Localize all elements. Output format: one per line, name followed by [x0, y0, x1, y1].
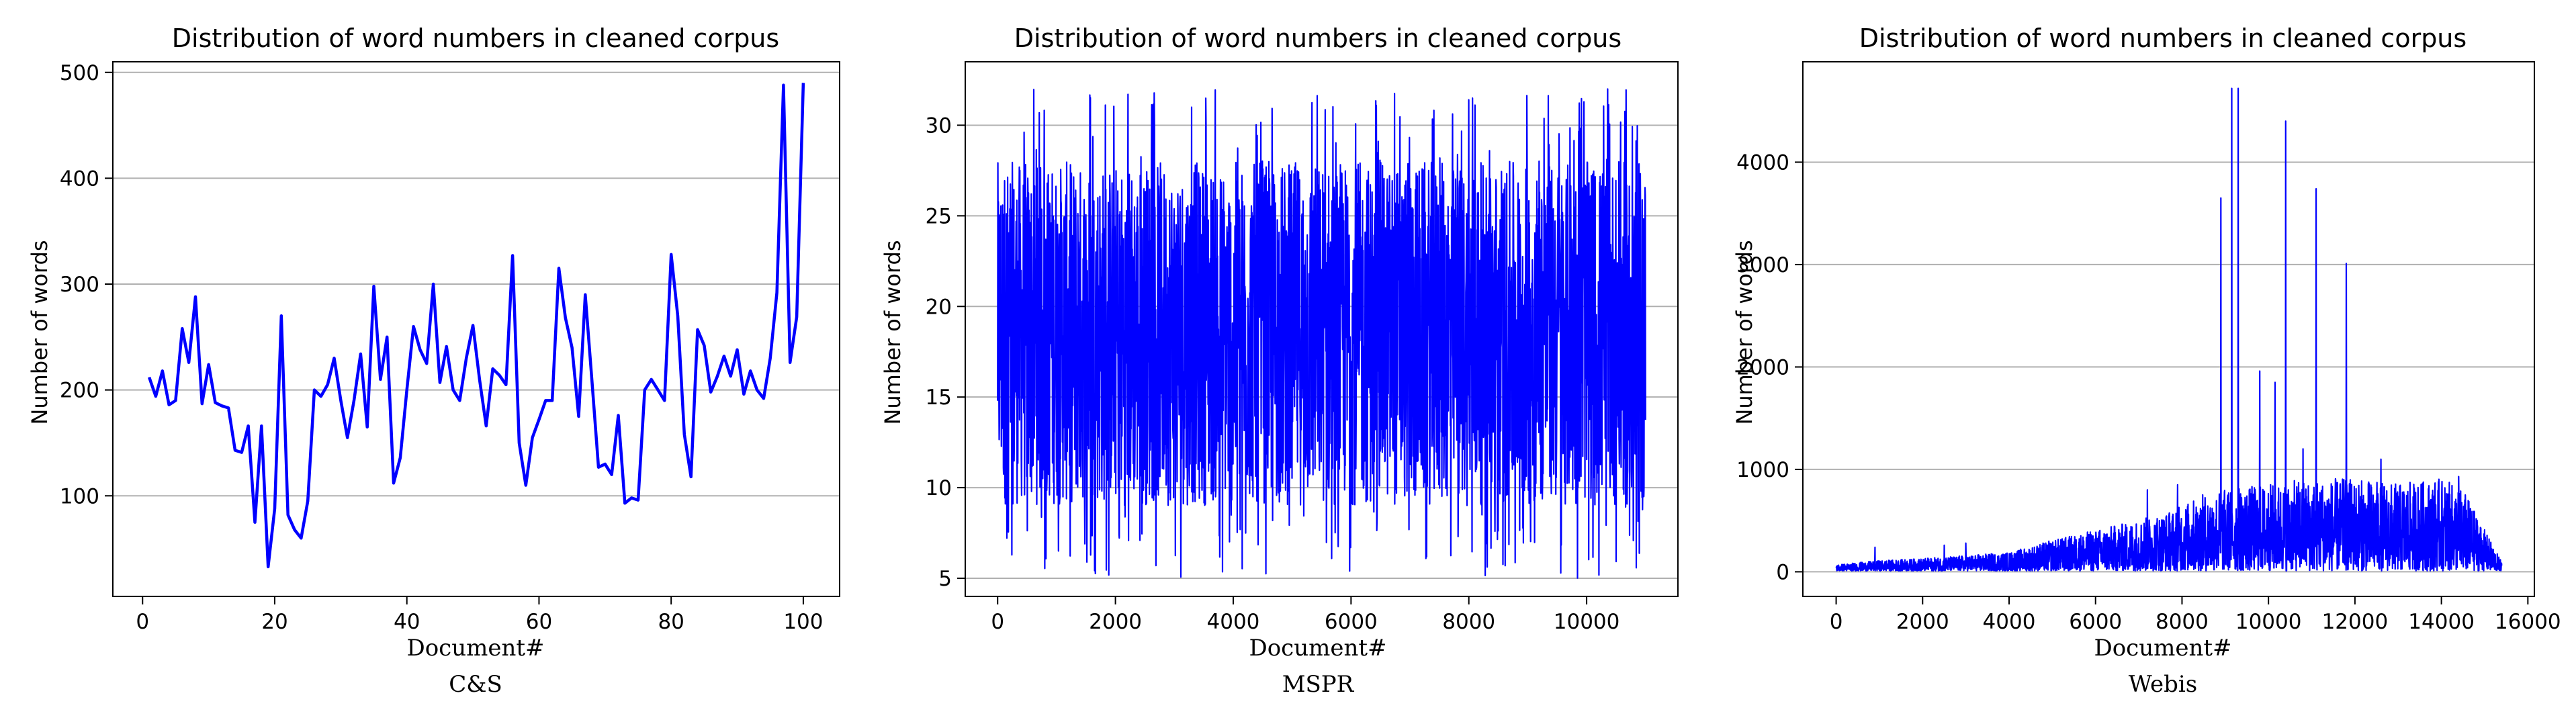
y-tick-label: 30 [926, 114, 952, 138]
x-tick-label: 4000 [1207, 610, 1260, 634]
data-line [147, 83, 805, 569]
x-tick-label: 40 [394, 610, 420, 634]
chart-panel-cs: Distribution of word numbers in cleaned … [27, 24, 840, 698]
y-axis-label: Number of words [27, 240, 52, 424]
x-tick-label: 6000 [1325, 610, 1378, 634]
y-tick-label: 400 [60, 167, 99, 191]
x-tick-label: 2000 [1896, 610, 1949, 634]
plot-frame [1802, 61, 2535, 597]
x-axis-label: Document# [1249, 635, 1386, 662]
y-tick-label: 4000 [1736, 150, 1789, 175]
x-tick-label: 100 [783, 610, 823, 634]
x-tick-label: 20 [261, 610, 287, 634]
chart-caption: MSPR [1282, 671, 1355, 698]
y-tick-label: 1000 [1736, 458, 1789, 482]
x-tick-label: 14000 [2408, 610, 2475, 634]
x-tick-label: 4000 [1983, 610, 2036, 634]
x-tick-label: 80 [658, 610, 684, 634]
x-tick-label: 6000 [2069, 610, 2122, 634]
y-tick-label: 3000 [1736, 253, 1789, 277]
plot-frame [965, 61, 1679, 597]
chart-title: Distribution of word numbers in cleaned … [1859, 24, 2467, 53]
chart-title: Distribution of word numbers in cleaned … [1014, 24, 1622, 53]
x-axis-label: Document# [2094, 635, 2231, 662]
x-tick-label: 8000 [2156, 610, 2209, 634]
x-tick-label: 60 [526, 610, 552, 634]
chart-panel-webis: Distribution of word numbers in cleaned … [1732, 24, 2561, 698]
y-tick-label: 100 [60, 484, 99, 508]
x-tick-label: 2000 [1089, 610, 1142, 634]
x-tick-label: 12000 [2322, 610, 2389, 634]
y-axis-label: Number of words [880, 240, 905, 424]
y-tick-label: 2000 [1736, 355, 1789, 379]
chart-caption: C&S [449, 671, 502, 698]
y-tick-label: 15 [926, 386, 952, 410]
y-tick-label: 300 [60, 273, 99, 297]
y-axis-label: Number of words [1732, 240, 1757, 424]
y-tick-label: 500 [60, 61, 99, 85]
y-tick-label: 5 [938, 567, 952, 591]
x-tick-label: 10000 [1554, 610, 1620, 634]
plot-frame [112, 61, 840, 597]
x-tick-label: 16000 [2495, 610, 2561, 634]
y-tick-label: 200 [60, 379, 99, 403]
x-tick-label: 0 [1830, 610, 1843, 634]
y-tick-label: 10 [926, 476, 952, 500]
chart-caption: Webis [2129, 671, 2197, 698]
x-axis-label: Document# [406, 635, 544, 662]
y-tick-label: 0 [1776, 560, 1789, 584]
y-tick-label: 25 [926, 204, 952, 228]
chart-title: Distribution of word numbers in cleaned … [172, 24, 779, 53]
x-tick-label: 0 [136, 610, 149, 634]
x-tick-label: 10000 [2235, 610, 2302, 634]
x-tick-label: 0 [991, 610, 1004, 634]
data-line [997, 88, 1646, 579]
data-line [1835, 87, 2503, 572]
x-tick-label: 8000 [1442, 610, 1495, 634]
chart-panel-mspr: Distribution of word numbers in cleaned … [880, 24, 1679, 698]
y-tick-label: 20 [926, 295, 952, 319]
